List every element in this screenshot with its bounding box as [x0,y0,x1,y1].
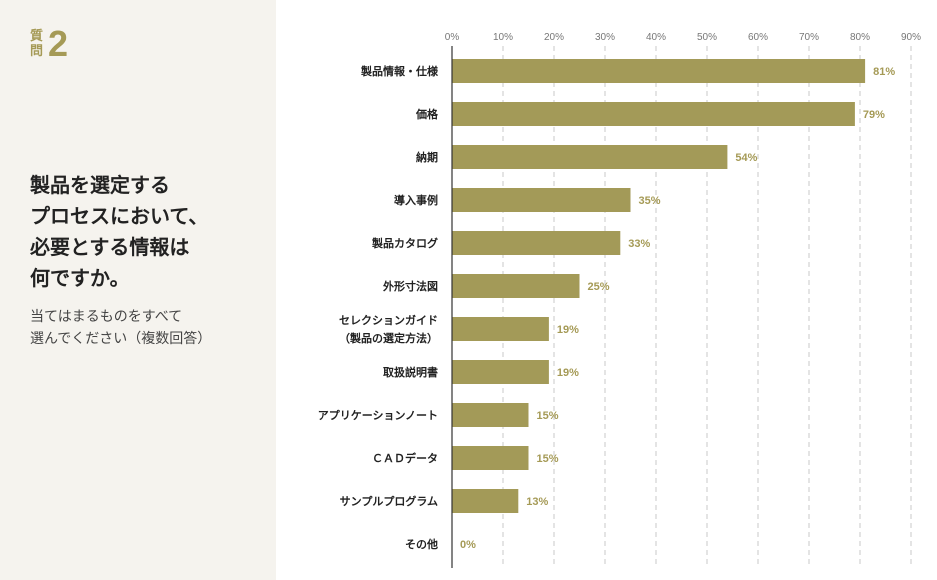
bar [452,188,631,212]
x-tick-label: 70% [799,32,819,43]
category-label: 外形寸法図 [382,279,438,293]
value-label: 13% [526,496,548,508]
x-tick-label: 10% [493,32,513,43]
category-label-line: ＣＡＤデータ [372,451,438,465]
question-badge: 質問 2 [30,24,68,64]
question-panel: 質問 2 製品を選定する プロセスにおいて、 必要とする情報は 何ですか。 当て… [0,0,276,580]
category-label: 納期 [416,150,438,164]
bar [452,403,529,427]
category-label: 製品情報・仕様 [360,64,439,78]
question-title-line: 製品を選定する [30,173,170,197]
bar [452,317,549,341]
question-title-line: 何ですか。 [30,266,130,290]
category-label: 製品カタログ [371,236,438,250]
category-label: 価格 [415,107,439,121]
value-label: 25% [588,281,610,293]
x-tick-label: 20% [544,32,564,43]
category-label-line: 価格 [415,107,439,121]
category-label-line: アプリケーションノート [318,408,438,422]
value-label: 15% [537,453,559,465]
value-label: 79% [863,109,885,121]
category-label: アプリケーションノート [318,408,438,422]
question-title-line: 必要とする情報は [30,235,190,259]
x-tick-label: 40% [646,32,666,43]
bar [452,145,728,169]
value-label: 19% [557,324,579,336]
bar [452,446,529,470]
x-tick-label: 80% [850,32,870,43]
bar [452,59,866,83]
category-label: ＣＡＤデータ [372,451,438,465]
category-label: セレクションガイド （製品の選定方法） [339,313,438,345]
bar [452,274,580,298]
bar [452,489,519,513]
category-label-line: 製品カタログ [371,236,438,250]
question-note-line: 当てはまるものをすべて [30,309,183,325]
bar [452,102,855,126]
category-label-line: 取扱説明書 [383,365,438,379]
category-label-line: サンプルプログラム [340,494,438,508]
question-title: 製品を選定する プロセスにおいて、 必要とする情報は 何ですか。 [30,170,208,294]
category-label: サンプルプログラム [340,494,438,508]
value-label: 33% [628,238,650,250]
category-label-line: 納期 [416,150,438,164]
x-tick-label: 50% [697,32,717,43]
question-note-line: 選んでください（複数回答） [30,331,212,347]
x-tick-label: 90% [901,32,921,43]
value-label: 81% [873,66,895,78]
bar [452,360,549,384]
value-label: 35% [639,195,661,207]
category-label-line: （製品の選定方法） [339,331,438,345]
value-label: 0% [460,539,476,551]
value-label: 15% [537,410,559,422]
category-label-line: セレクションガイド [339,313,438,327]
x-tick-label: 30% [595,32,615,43]
question-number: 2 [48,23,69,64]
question-note: 当てはまるものをすべて 選んでください（複数回答） [30,306,211,350]
category-label: 取扱説明書 [383,365,438,379]
category-label: 導入事例 [394,193,438,207]
x-tick-label: 0% [445,32,460,43]
category-label: その他 [405,537,438,551]
category-label-line: 導入事例 [394,193,438,207]
category-label-line: その他 [405,537,438,551]
value-label: 19% [557,367,579,379]
bar [452,231,621,255]
question-title-line: プロセスにおいて、 [30,204,209,228]
category-label-line: 外形寸法図 [382,279,438,293]
value-label: 54% [735,152,757,164]
category-label-line: 製品情報・仕様 [360,64,439,78]
question-label: 質問 [30,29,44,59]
x-tick-label: 60% [748,32,768,43]
